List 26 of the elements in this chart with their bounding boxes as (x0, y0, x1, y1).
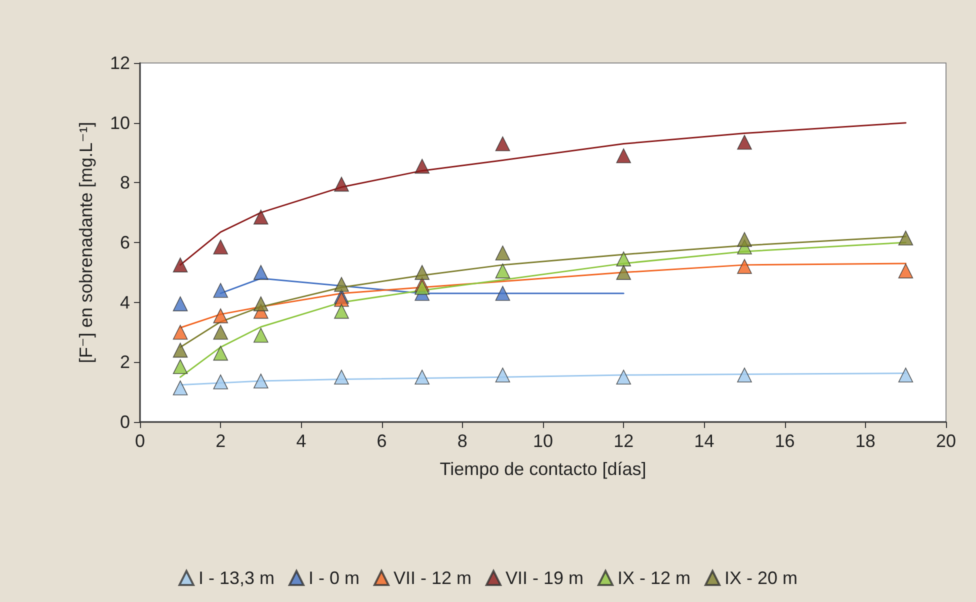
x-tick-label: 10 (532, 431, 554, 451)
x-tick-label: 20 (936, 431, 956, 451)
y-tick-label: 2 (120, 352, 130, 372)
y-tick-label: 8 (120, 172, 130, 193)
y-tick-label: 6 (120, 232, 130, 252)
legend-label: I - 0 m (308, 568, 360, 588)
y-tick-label: 0 (120, 412, 130, 432)
x-axis-title: Tiempo de contacto [días] (440, 459, 646, 479)
legend-label: VII - 19 m (505, 568, 584, 588)
x-tick-label: 16 (774, 431, 795, 451)
legend-label: VII - 12 m (393, 568, 472, 588)
y-tick-label: 4 (120, 292, 130, 312)
y-tick-label: 12 (110, 53, 130, 73)
legend-label: IX - 12 m (618, 568, 691, 588)
x-tick-label: 0 (134, 431, 146, 451)
y-axis-title: [F⁻] en sobrenadante [mg.L⁻¹] (76, 122, 96, 364)
x-tick-label: 8 (457, 431, 468, 451)
x-tick-label: 4 (296, 431, 306, 451)
legend-label: I - 13,3 m (198, 568, 274, 588)
y-tick-label: 10 (110, 112, 130, 133)
x-tick-label: 18 (855, 431, 876, 451)
x-tick-label: 6 (376, 431, 387, 451)
legend-label: IX - 20 m (724, 568, 798, 588)
x-tick-label: 12 (614, 431, 634, 451)
x-tick-label: 2 (216, 431, 226, 451)
x-tick-label: 14 (694, 431, 714, 451)
